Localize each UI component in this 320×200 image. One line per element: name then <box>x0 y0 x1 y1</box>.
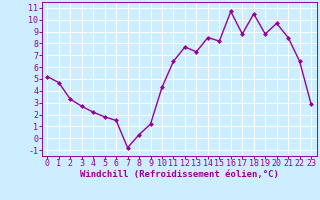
X-axis label: Windchill (Refroidissement éolien,°C): Windchill (Refroidissement éolien,°C) <box>80 170 279 179</box>
